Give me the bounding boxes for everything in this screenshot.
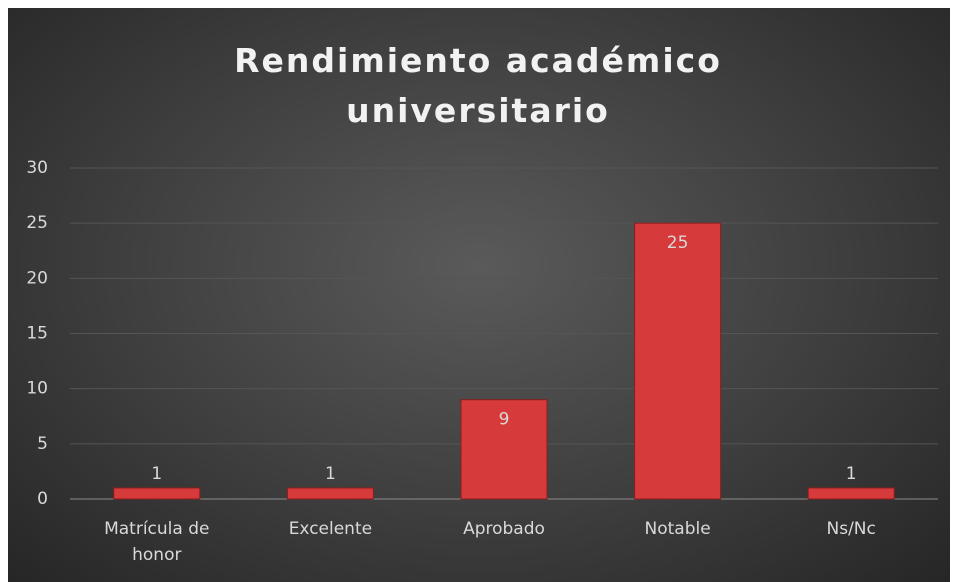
y-tick-label: 0 [37, 489, 48, 509]
y-tick-label: 5 [37, 434, 48, 454]
x-tick-label: Excelente [288, 519, 373, 539]
bar [113, 487, 201, 500]
y-tick-label: 25 [26, 213, 48, 233]
bar [286, 487, 374, 500]
data-label: 1 [846, 464, 857, 484]
x-tick-label: Matrícula de honor [104, 519, 210, 565]
x-tick-label: Aprobado [463, 519, 545, 539]
chart-title: Rendimiento académico universitario [234, 41, 722, 130]
data-label: 1 [325, 464, 336, 484]
data-label: 1 [151, 464, 162, 484]
x-tick-label: Notable [644, 519, 711, 539]
y-tick-label: 15 [26, 324, 48, 344]
data-label: 9 [499, 410, 510, 430]
bar [634, 222, 722, 500]
x-tick-label: Ns/Nc [826, 519, 876, 539]
y-tick-label: 10 [26, 379, 48, 399]
bar [460, 399, 548, 500]
data-label: 25 [667, 233, 689, 253]
bar [807, 487, 895, 500]
y-tick-label: 20 [26, 268, 48, 288]
y-tick-label: 30 [26, 158, 48, 178]
